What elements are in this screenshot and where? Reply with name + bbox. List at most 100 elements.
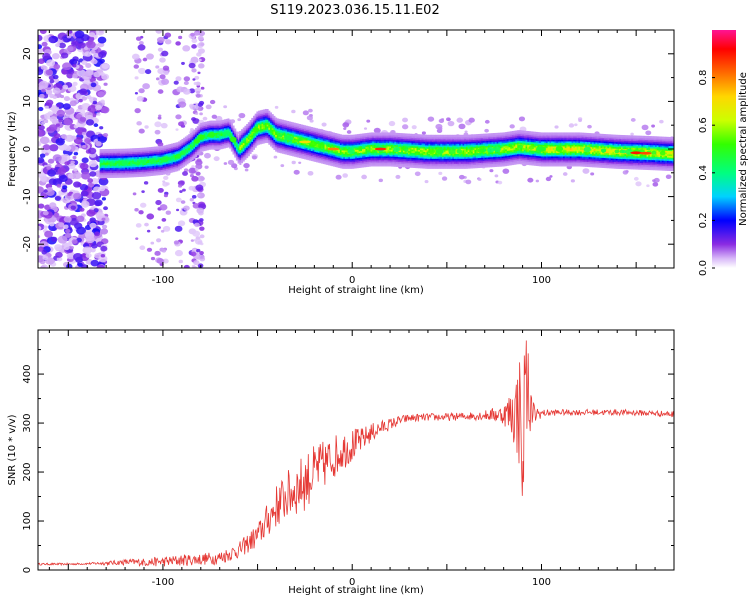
spectrogram-cell [261,113,264,116]
spectrogram-cell [172,159,175,163]
spectrogram-cell [85,253,92,258]
spectrogram-cell [53,133,61,139]
spectrogram-cell [203,147,206,150]
spectrogram-cell [223,162,228,165]
spectrogram-cell [283,120,286,123]
spectrogram-cell [404,140,407,143]
spectrogram-cell [195,134,198,137]
spectrogram-cell [225,128,228,132]
spectrogram-cell [266,122,269,125]
spectrogram-cell [270,144,273,147]
spectrogram-cell [171,158,174,161]
spectrogram-cell [426,139,429,143]
spectrogram-cell [319,132,322,135]
spectrogram-cell [220,133,223,136]
spectrogram-cell [145,170,148,174]
spectrogram-cell [164,155,167,158]
spectrogram-cell [73,168,78,172]
spectrogram-cell [280,142,283,146]
spectrogram-cell [121,165,124,168]
spectrogram-cell [373,127,381,134]
spectrogram-cell [331,135,334,138]
spectrogram-cell [346,141,349,144]
spectrogram-cell [348,159,351,163]
spectrogram-cell [103,162,106,165]
spectrogram-cell [402,138,405,141]
spectrogram-cell [188,159,191,162]
spectrogram-cell [385,150,388,154]
spectrogram-cell [355,137,358,141]
spectrogram-cell [350,159,353,163]
spectrogram-cell [363,143,366,146]
spectrogram-cell [409,145,412,148]
spectrogram-cell [342,173,348,178]
spectrogram-cell [304,128,307,132]
spectrogram-cell [206,131,209,134]
spectrogram-cell [307,154,310,157]
spectrogram-cell [195,131,198,134]
spectrogram-cell [235,158,238,161]
spectrogram-cell [351,139,354,143]
spectrogram-cell [210,123,213,127]
spectrogram-cell [76,215,85,223]
spectrogram-cell [390,159,393,162]
spectrogram-cell [58,118,63,123]
spectrogram-cell [365,133,368,136]
spectrogram-cell [370,150,373,154]
spectrogram-cell [62,62,72,71]
spectrogram-cell [266,112,269,115]
spectrogram-cell [418,162,421,165]
spectrogram-cell [298,135,301,139]
spectrogram-cell [370,155,373,159]
spectrogram-cell [295,129,298,133]
spectrogram-cell [331,133,334,137]
spectrogram-cell [174,147,177,151]
spectrogram-cell [118,175,121,178]
spectrogram-cell [365,154,368,158]
spectrogram-cell [77,131,83,136]
spectrogram-cell [404,163,407,166]
spectrogram-cell [307,131,310,134]
spectrogram-cell [346,154,349,158]
spectrogram-cell [258,124,261,127]
spectrogram-cell [195,154,198,157]
spectrogram-cell [249,126,252,130]
spectrogram-cell [438,134,441,138]
spectrogram-cell [176,147,179,150]
spectrogram-cell [200,139,203,142]
spectrogram-cell [343,146,346,149]
spectrogram-cell [338,153,341,157]
spectrogram-cell [213,145,216,148]
spectrogram-cell [82,78,91,86]
spectrogram-cell [55,43,61,48]
spectrogram-cell [118,167,121,170]
spectrogram-cell [409,133,412,137]
spectrogram-cell [38,203,45,209]
spectrogram-cell [256,133,259,136]
spectrogram-cell [273,129,276,132]
spectrogram-cell [263,117,266,121]
spectrogram-cell [205,144,208,148]
spectrogram-cell [392,137,395,141]
spectrogram-cell [178,148,181,151]
spectrogram-cell [200,127,203,131]
spectrogram-cell [220,136,223,140]
spectrogram-cell [385,164,388,167]
spectrogram-cell [372,162,375,165]
spectrogram-cell [411,153,414,157]
spectrogram-cell [367,147,370,151]
spectrogram-cell [416,147,419,150]
spectrogram-cell [266,125,269,129]
spectrogram-cell [172,151,175,154]
spectrogram-cell [164,168,167,171]
spectrogram-cell [138,157,141,161]
spectrogram-cell [362,148,365,151]
spectrogram-cell [287,127,290,131]
spectrogram-cell [424,180,429,184]
spectrogram-cell [242,137,245,140]
spectrogram-cell [387,140,390,144]
spectrogram-cell [350,144,353,148]
spectrogram-cell [367,142,370,146]
spectrogram-cell [408,140,411,143]
spectrogram-cell [382,132,385,135]
